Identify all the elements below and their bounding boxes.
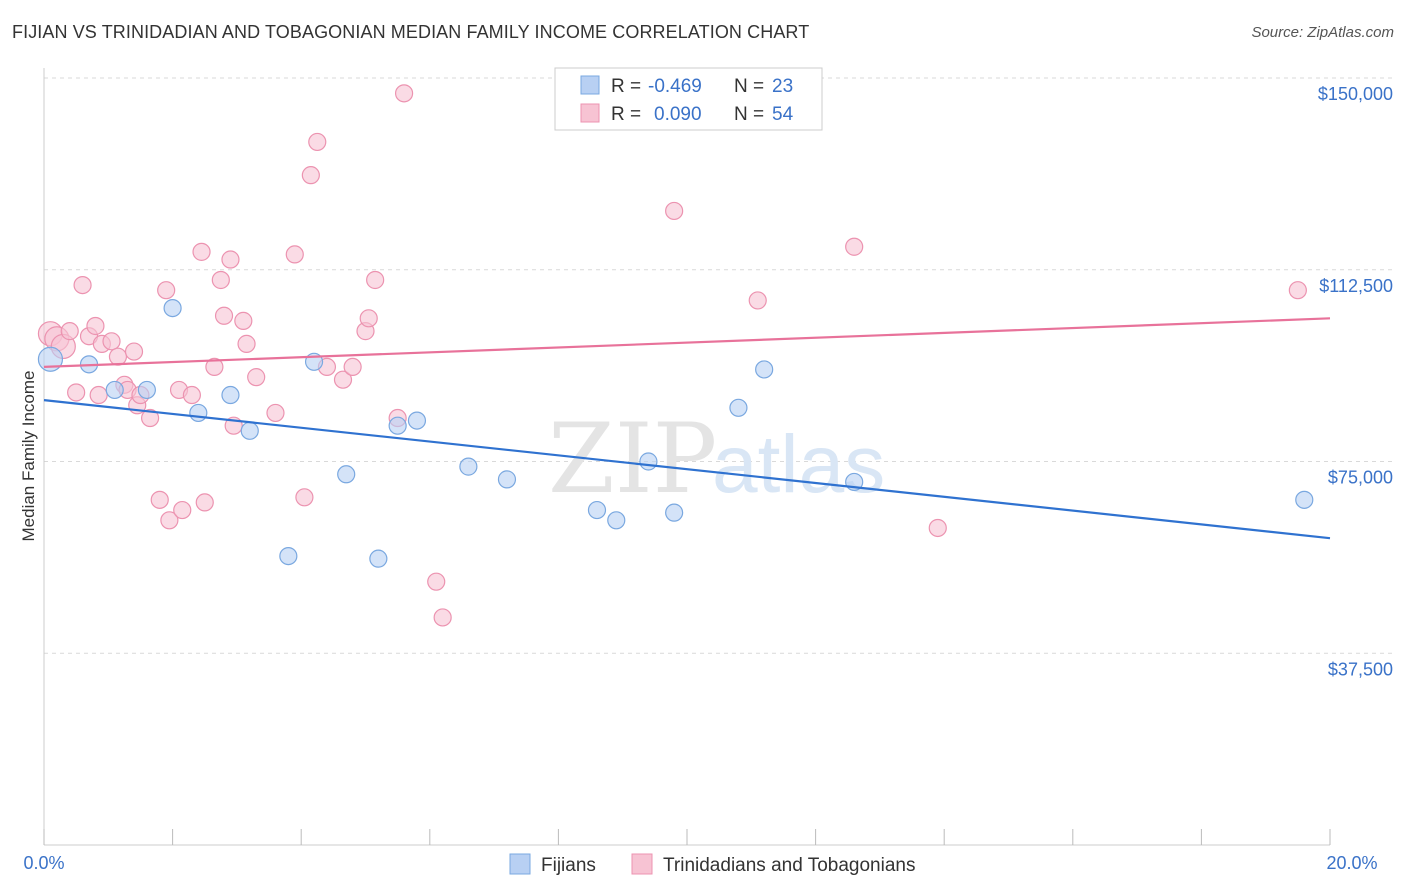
trinidadians-point-11 (109, 348, 126, 365)
top-legend: R = -0.469 N = 23 R = 0.090 N = 54 (555, 68, 822, 130)
trinidadians-point-32 (238, 335, 255, 352)
trinidadians-point-23 (183, 387, 200, 404)
trinidadians-point-18 (151, 491, 168, 508)
fijians-point-15 (498, 471, 515, 488)
trinidadians-point-10 (103, 333, 120, 350)
y-tick-labels: $37,500 $75,000 $112,500 $150,000 (1318, 84, 1393, 679)
x-tick-label-min: 0.0% (23, 853, 64, 873)
fijians-point-8 (280, 548, 297, 565)
legend-n-value-fijians: 23 (772, 76, 793, 97)
fijians-point-7 (241, 422, 258, 439)
x-ticks (44, 829, 1330, 845)
trinidadians-point-27 (212, 271, 229, 288)
fijians-point-21 (756, 361, 773, 378)
trinidadians-point-48 (434, 609, 451, 626)
trinidadians-point-14 (126, 343, 143, 360)
bottom-legend-swatch-fijians (510, 854, 530, 874)
fijians-point-6 (222, 387, 239, 404)
fijians-point-13 (408, 412, 425, 429)
y-tick-label-2: $112,500 (1319, 276, 1393, 296)
trinidadians-point-22 (174, 502, 191, 519)
fijians-point-2 (106, 381, 123, 398)
trinidadians-point-47 (428, 573, 445, 590)
trinidadians-point-36 (296, 489, 313, 506)
trinidadians-point-52 (929, 519, 946, 536)
fijians-point-11 (370, 550, 387, 567)
trinidadians-point-46 (396, 85, 413, 102)
legend-n-label-trinidadians: N = (734, 104, 764, 125)
trinidadians-point-50 (749, 292, 766, 309)
legend-swatch-trinidadians (581, 104, 599, 122)
fijians-point-16 (588, 502, 605, 519)
trinidadians-point-35 (286, 246, 303, 263)
legend-n-label-fijians: N = (734, 76, 764, 97)
legend-n-value-trinidadians: 54 (772, 104, 794, 125)
y-axis-title: Median Family Income (19, 370, 38, 541)
fijians-point-17 (608, 512, 625, 529)
bottom-legend: Fijians Trinidadians and Tobagonians (510, 854, 915, 876)
fijians-point-10 (338, 466, 355, 483)
bottom-legend-label-trinidadians: Trinidadians and Tobagonians (663, 855, 915, 876)
points-layer (38, 85, 1312, 626)
trinidadians-point-34 (267, 404, 284, 421)
bottom-legend-swatch-trinidadians (632, 854, 652, 874)
trinidadians-point-25 (196, 494, 213, 511)
y-tick-label-1: $75,000 (1328, 468, 1393, 488)
trinidadians-point-43 (360, 310, 377, 327)
bottom-legend-label-fijians: Fijians (541, 855, 596, 876)
trinidadians-point-51 (846, 238, 863, 255)
trinidadians-point-53 (1289, 282, 1306, 299)
fijians-point-4 (164, 300, 181, 317)
fijians-point-20 (730, 399, 747, 416)
y-tick-label-0: $37,500 (1328, 659, 1393, 679)
legend-r-value-trinidadians: 0.090 (654, 104, 702, 125)
y-tick-label-3: $150,000 (1318, 84, 1393, 104)
legend-r-label-trinidadians: R = (611, 104, 641, 125)
scatter-chart: ZIP atlas $37,500 $75,000 $112,500 $150,000… (0, 0, 1406, 892)
trinidadians-point-37 (302, 167, 319, 184)
fijians-point-18 (640, 453, 657, 470)
trinidadians-point-49 (666, 202, 683, 219)
trinidadians-point-28 (216, 307, 233, 324)
x-tick-label-max: 20.0% (1326, 853, 1377, 873)
trinidadians-point-38 (309, 133, 326, 150)
fijians-point-12 (389, 417, 406, 434)
trinidadians-point-7 (87, 317, 104, 334)
trinidadians-point-33 (248, 369, 265, 386)
watermark-atlas: atlas (712, 419, 885, 510)
legend-r-label-fijians: R = (611, 76, 641, 97)
trinidadians-point-41 (344, 358, 361, 375)
trinidadians-point-31 (235, 312, 252, 329)
trinidadians-point-29 (222, 251, 239, 268)
trinidadians-point-5 (74, 277, 91, 294)
watermark-zip: ZIP (548, 403, 717, 515)
fijians-point-14 (460, 458, 477, 475)
trinidadians-point-24 (193, 243, 210, 260)
trinidadians-point-19 (158, 282, 175, 299)
grid-layer (44, 78, 1395, 653)
legend-r-value-fijians: -0.469 (648, 76, 702, 97)
fijians-point-5 (190, 404, 207, 421)
trinidadians-point-3 (61, 323, 78, 340)
fijians-point-23 (1296, 491, 1313, 508)
trinidadians-point-44 (367, 271, 384, 288)
legend-swatch-fijians (581, 76, 599, 94)
fijians-point-3 (138, 381, 155, 398)
fijians-point-19 (666, 504, 683, 521)
trinidadians-point-4 (68, 384, 85, 401)
trinidadians-point-8 (90, 387, 107, 404)
